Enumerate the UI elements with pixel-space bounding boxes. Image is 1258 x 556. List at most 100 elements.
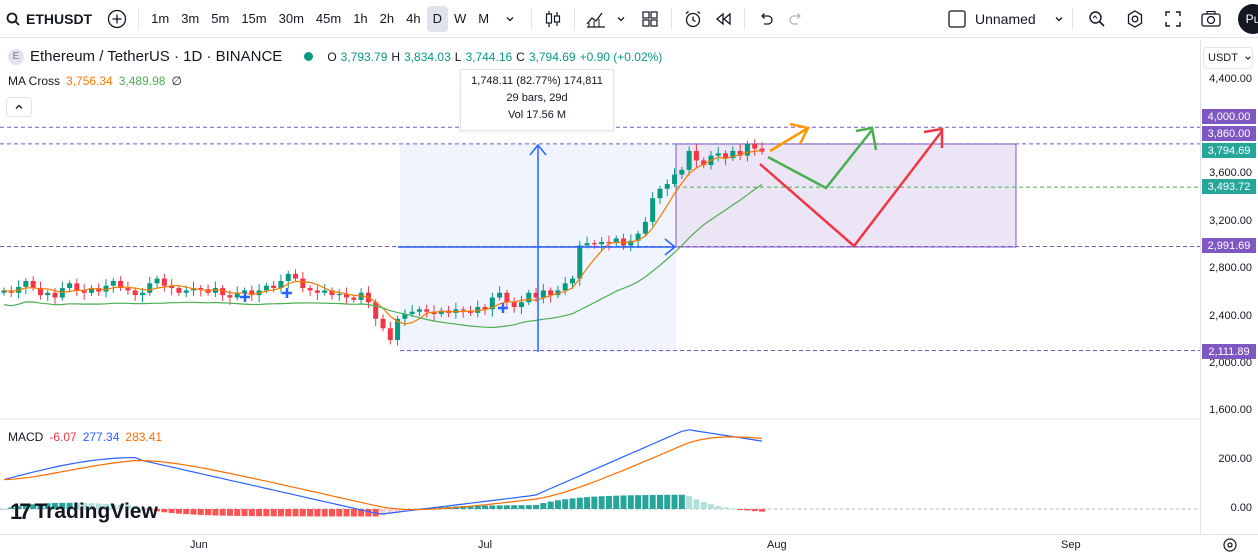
interval-4h[interactable]: 4h xyxy=(406,11,421,26)
macd-histogram-bar xyxy=(365,509,372,517)
macd-histogram-bar xyxy=(110,504,117,509)
macd-histogram-bar xyxy=(132,505,139,509)
macd-histogram-bar xyxy=(1,509,7,510)
macd-histogram-bar xyxy=(248,509,255,517)
price-axis[interactable]: USDT 4,400.00 3,600.00 3,200.00 2,800.00… xyxy=(1200,39,1258,534)
candle-down xyxy=(737,150,743,156)
interval-5m[interactable]: 5m xyxy=(211,11,230,26)
candle-up xyxy=(686,150,692,170)
macd-histogram-bar xyxy=(8,507,15,509)
macd-histogram-bar xyxy=(241,509,248,517)
chart-type-button[interactable] xyxy=(538,4,568,34)
interval-45m[interactable]: 45m xyxy=(315,11,342,26)
macd-histogram-bar xyxy=(73,502,80,509)
macd-histogram-bar xyxy=(591,496,598,509)
user-avatar-button[interactable]: Pu xyxy=(1238,4,1258,34)
candle-down xyxy=(373,302,379,319)
ma-name: MA Cross xyxy=(8,74,61,88)
candle-down xyxy=(300,278,306,289)
interval-2h[interactable]: 2h xyxy=(379,11,395,26)
macd-histogram-bar xyxy=(511,505,518,509)
settings-button[interactable] xyxy=(1120,4,1150,34)
axis-settings-button[interactable] xyxy=(1222,537,1238,556)
quick-search-button[interactable] xyxy=(1082,4,1112,34)
candle-up xyxy=(577,245,583,279)
snapshot-button[interactable] xyxy=(1196,4,1226,34)
candle-up xyxy=(650,198,656,222)
price-tick: 2,400.00 xyxy=(1209,310,1252,322)
indicators-button[interactable] xyxy=(581,4,611,34)
macd-tick: 0.00 xyxy=(1230,502,1252,514)
toolbar-divider xyxy=(671,7,673,30)
candle-down xyxy=(482,306,488,310)
redo-button[interactable] xyxy=(781,4,811,34)
candle-up xyxy=(679,169,685,175)
macd-histogram-bar xyxy=(299,509,306,517)
indicators-dropdown-button[interactable] xyxy=(611,4,631,34)
compare-add-button[interactable] xyxy=(102,4,132,34)
macd-histogram-bar xyxy=(256,509,263,517)
interval-m[interactable]: M xyxy=(478,11,490,26)
macd-histogram-bar xyxy=(605,495,612,509)
plus-circle-icon xyxy=(107,9,127,28)
level-badge-4000: 4,000.00 xyxy=(1202,109,1256,124)
layout-selector[interactable]: Unnamed xyxy=(947,0,1064,37)
interval-d[interactable]: D xyxy=(426,5,448,32)
ma-cross-legend[interactable]: MA Cross 3,756.34 3,489.98 ∅ xyxy=(8,74,182,88)
tradingview-mark-icon: 17 xyxy=(10,499,32,524)
candle-up xyxy=(263,285,269,291)
candle-down xyxy=(591,243,597,245)
macd-histogram-bar xyxy=(707,504,714,509)
candle-down xyxy=(125,288,131,291)
replay-button[interactable] xyxy=(708,4,738,34)
interval-30m[interactable]: 30m xyxy=(278,11,304,26)
candle-up xyxy=(416,309,422,312)
candle-up xyxy=(234,292,240,298)
toolbar-divider xyxy=(1072,7,1073,30)
time-axis[interactable]: Jun Jul Aug Sep xyxy=(0,534,1258,556)
currency-label: USDT xyxy=(1208,52,1238,64)
candle-up xyxy=(278,280,284,289)
alert-button[interactable] xyxy=(678,4,708,34)
gear-icon xyxy=(1127,10,1143,28)
macd-name: MACD xyxy=(8,430,44,444)
macd-histogram-bar xyxy=(88,503,95,509)
interval-1m[interactable]: 1m xyxy=(151,11,170,26)
candle-down xyxy=(387,328,393,341)
candle-down xyxy=(606,241,612,244)
templates-button[interactable] xyxy=(635,4,665,34)
macd-legend[interactable]: MACD -6.07 277.34 283.41 xyxy=(8,430,162,444)
macd-histogram-bar xyxy=(474,505,481,509)
macd-histogram-bar xyxy=(700,502,707,509)
interval-15m[interactable]: 15m xyxy=(241,11,267,26)
macd-histogram-bar xyxy=(431,507,438,509)
collapse-legend-button[interactable] xyxy=(6,97,32,117)
macd-line-value: 277.34 xyxy=(82,430,120,444)
candle-up xyxy=(103,285,109,292)
candle-up xyxy=(110,280,116,286)
candle-down xyxy=(504,292,510,303)
candle-down xyxy=(533,292,539,298)
interval-3m[interactable]: 3m xyxy=(181,11,200,26)
brand-name: TradingView xyxy=(34,500,158,523)
macd-histogram-bar xyxy=(664,494,671,509)
symbol-search[interactable]: ETHUSDT xyxy=(0,0,92,37)
macd-signal-line xyxy=(3,436,763,511)
fullscreen-button[interactable] xyxy=(1158,4,1188,34)
interval-1h[interactable]: 1h xyxy=(353,11,368,26)
change-value: +0.90 (+0.02%) xyxy=(579,49,663,64)
candle-down xyxy=(424,309,430,312)
rewind-icon xyxy=(716,12,731,25)
candle-down xyxy=(621,238,627,246)
macd-histogram-bar xyxy=(751,509,758,512)
macd-histogram-bar xyxy=(722,507,729,509)
interval-w[interactable]: W xyxy=(454,11,467,26)
candle-up xyxy=(562,283,568,291)
candle-down xyxy=(380,318,386,329)
macd-histogram-bar xyxy=(649,494,656,509)
interval-dropdown-button[interactable] xyxy=(495,4,525,34)
undo-button[interactable] xyxy=(751,4,781,34)
price-chart[interactable] xyxy=(0,39,1200,534)
currency-selector[interactable]: USDT xyxy=(1203,47,1253,69)
high-value: 3,834.03 xyxy=(404,49,451,64)
